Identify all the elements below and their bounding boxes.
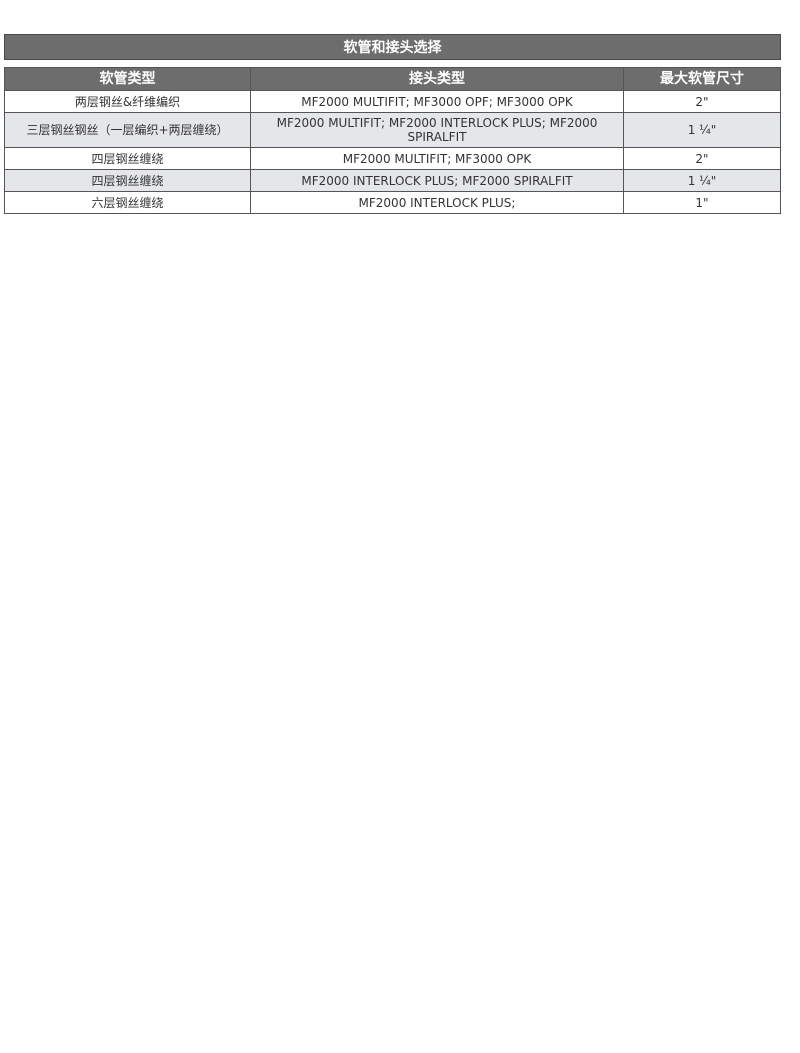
hose-type-cell: 两层钢丝&纤维编织 [4, 90, 251, 113]
hose-fitting-table: 软管类型 接头类型 最大软管尺寸 两层钢丝&纤维编织 MF2000 MULTIF… [4, 67, 781, 214]
table-row: 四层钢丝缠绕 MF2000 MULTIFIT; MF3000 OPK 2" [4, 147, 781, 170]
hose-type-cell: 六层钢丝缠绕 [4, 191, 251, 214]
fitting-type-cell: MF2000 INTERLOCK PLUS; [250, 191, 624, 214]
header-max-size: 最大软管尺寸 [623, 67, 781, 91]
fitting-type-cell: MF2000 MULTIFIT; MF3000 OPK [250, 147, 624, 170]
max-size-cell: 1" [623, 191, 781, 214]
max-size-cell: 1 ¼" [623, 112, 781, 148]
fitting-type-cell: MF2000 MULTIFIT; MF3000 OPF; MF3000 OPK [250, 90, 624, 113]
fitting-type-cell: MF2000 MULTIFIT; MF2000 INTERLOCK PLUS; … [250, 112, 624, 148]
table-title: 软管和接头选择 [4, 34, 781, 60]
header-hose-type: 软管类型 [4, 67, 251, 91]
header-row: 软管类型 接头类型 最大软管尺寸 [4, 67, 781, 91]
fitting-type-cell: MF2000 INTERLOCK PLUS; MF2000 SPIRALFIT [250, 169, 624, 192]
table-row: 六层钢丝缠绕 MF2000 INTERLOCK PLUS; 1" [4, 191, 781, 214]
table-row: 三层钢丝钢丝（一层编织+两层缠绕） MF2000 MULTIFIT; MF200… [4, 112, 781, 148]
hose-type-cell: 三层钢丝钢丝（一层编织+两层缠绕） [4, 112, 251, 148]
hose-type-cell: 四层钢丝缠绕 [4, 147, 251, 170]
table-row: 四层钢丝缠绕 MF2000 INTERLOCK PLUS; MF2000 SPI… [4, 169, 781, 192]
table-row: 两层钢丝&纤维编织 MF2000 MULTIFIT; MF3000 OPF; M… [4, 90, 781, 113]
max-size-cell: 2" [623, 147, 781, 170]
hose-type-cell: 四层钢丝缠绕 [4, 169, 251, 192]
max-size-cell: 2" [623, 90, 781, 113]
max-size-cell: 1 ¼" [623, 169, 781, 192]
header-fitting-type: 接头类型 [250, 67, 624, 91]
